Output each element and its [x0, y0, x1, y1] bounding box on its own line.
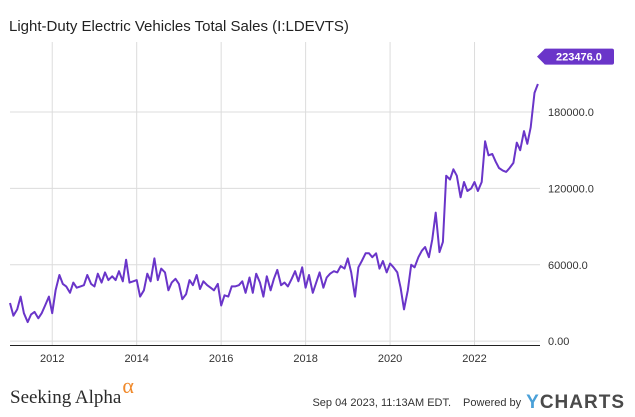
y-tick-label: 0.00 [548, 336, 569, 348]
x-axis-labels: 2012 2014 2016 2018 2020 2022 [40, 353, 487, 365]
x-tick-label: 2012 [40, 353, 64, 365]
x-tick-label: 2014 [124, 353, 148, 365]
ycharts-text: CHARTS [539, 392, 625, 413]
x-tick-label: 2020 [378, 353, 402, 365]
x-tick-label: 2018 [293, 353, 317, 365]
footer-credits: Sep 04 2023, 11:13AM EDT. Powered by Y CH… [312, 392, 625, 414]
last-value-pointer [537, 48, 545, 65]
y-axis-labels: 0.00 60000.0 120000.0 180000.0 [548, 107, 594, 348]
y-tick-label: 180000.0 [548, 107, 594, 119]
y-tick-label: 120000.0 [548, 183, 594, 195]
timestamp: Sep 04 2023, 11:13AM EDT. [312, 397, 452, 409]
seeking-alpha-logo[interactable]: Seeking Alphaα [10, 373, 134, 409]
series-group [9, 83, 539, 324]
ycharts-logo[interactable]: Y CHARTS [526, 392, 625, 414]
last-value-label: 223476.0 [556, 52, 602, 64]
y-tick-label: 60000.0 [548, 260, 588, 272]
grid-lines [10, 42, 540, 345]
last-value-badge [544, 48, 614, 65]
last-value-marker: 223476.0 [537, 48, 614, 65]
ycharts-y-icon: Y [526, 392, 540, 413]
series-line [9, 83, 539, 324]
powered-by-label: Powered by [463, 397, 522, 409]
x-tick-label: 2022 [462, 353, 486, 365]
alpha-icon: α [122, 373, 134, 398]
seeking-alpha-text: Seeking Alpha [10, 387, 122, 408]
chart-title: Light-Duty Electric Vehicles Total Sales… [9, 18, 349, 35]
x-tick-label: 2016 [209, 353, 233, 365]
